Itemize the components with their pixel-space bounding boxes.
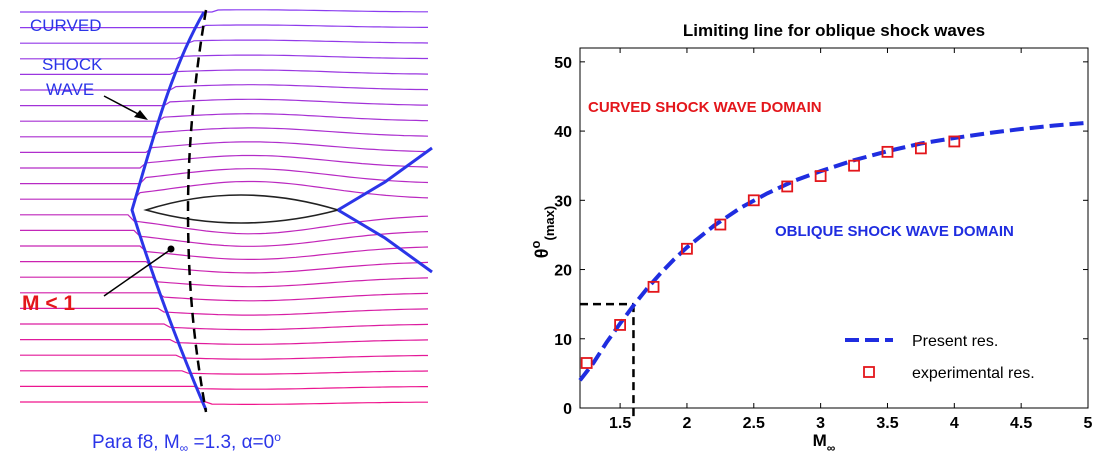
reference-lines bbox=[580, 302, 635, 420]
y-tick-label: 0 bbox=[563, 401, 572, 418]
streamline bbox=[20, 24, 428, 29]
mach-label-pointer bbox=[103, 249, 171, 297]
legend-marker-swatch bbox=[863, 366, 875, 378]
streamline bbox=[20, 180, 429, 200]
shock-label-arrowhead bbox=[134, 110, 148, 120]
legend-label-present: Present res. bbox=[912, 333, 998, 350]
y-tick-label: 10 bbox=[554, 332, 572, 349]
experimental-point bbox=[781, 180, 794, 193]
streamline bbox=[20, 84, 429, 91]
trailing-shock-upper bbox=[337, 146, 433, 212]
experimental-point bbox=[914, 142, 927, 155]
plot-frame bbox=[579, 47, 1089, 409]
airfoil-profile bbox=[143, 194, 341, 224]
experimental-point bbox=[848, 159, 860, 172]
streamline bbox=[20, 245, 429, 260]
curved-domain-label: CURVED SHOCK WAVE DOMAIN bbox=[588, 99, 822, 116]
streamline bbox=[20, 354, 428, 360]
experimental-point bbox=[747, 194, 760, 207]
oblique-domain-label: OBLIQUE SHOCK WAVE DOMAIN bbox=[775, 223, 1014, 240]
streamline bbox=[20, 98, 428, 107]
y-tick-label: 30 bbox=[554, 193, 572, 210]
y-tick-label: 50 bbox=[554, 55, 572, 72]
mach-label: M < 1 bbox=[22, 292, 75, 315]
streamline bbox=[20, 323, 429, 331]
x-tick-label: 5 bbox=[1084, 415, 1093, 432]
streamline bbox=[20, 9, 428, 13]
streamline bbox=[20, 370, 429, 375]
x-axis-label: M∞ bbox=[813, 431, 836, 455]
trailing-shock-lower bbox=[337, 208, 433, 274]
sonic-line bbox=[186, 9, 208, 413]
y-tick-labels: 0 10 20 30 40 50 bbox=[554, 55, 572, 418]
streamline bbox=[20, 307, 429, 316]
experimental-point bbox=[580, 357, 593, 369]
axis-ticks bbox=[580, 48, 1089, 409]
series-experimental-markers bbox=[580, 135, 961, 369]
y-tick-label: 20 bbox=[554, 263, 572, 280]
streamline bbox=[20, 113, 429, 122]
series-present-res-line bbox=[578, 120, 1089, 382]
experimental-point bbox=[814, 170, 827, 182]
shock-label-line1: CURVED bbox=[30, 16, 101, 35]
x-tick-label: 4.5 bbox=[1010, 415, 1032, 432]
streamline bbox=[20, 141, 429, 153]
y-axis-label: θo(max) bbox=[528, 206, 557, 258]
mach-pointer-dot bbox=[167, 245, 175, 253]
streamline bbox=[20, 168, 429, 185]
experimental-point bbox=[647, 280, 660, 293]
x-tick-labels: 1.5 2 2.5 3 3.5 4 4.5 5 bbox=[609, 415, 1093, 432]
legend-label-experimental: experimental res. bbox=[912, 365, 1035, 382]
streamline bbox=[20, 127, 429, 138]
streamline bbox=[20, 54, 428, 60]
streamline bbox=[20, 401, 428, 405]
x-tick-label: 4 bbox=[950, 415, 959, 432]
experimental-point bbox=[948, 135, 961, 148]
streamline bbox=[20, 339, 429, 345]
streamline bbox=[20, 276, 429, 288]
streamline bbox=[20, 261, 429, 274]
experimental-point bbox=[881, 145, 894, 158]
x-tick-label: 3.5 bbox=[876, 415, 898, 432]
curved-shock-wave bbox=[130, 11, 208, 411]
chart-title: Limiting line for oblique shock waves bbox=[683, 21, 985, 40]
x-tick-label: 1.5 bbox=[609, 415, 631, 432]
shock-label-line3: WAVE bbox=[46, 80, 94, 99]
experimental-point bbox=[714, 218, 727, 231]
left-caption: Para f8, M∞ =1.3, α=0o bbox=[92, 430, 281, 455]
experimental-point bbox=[681, 242, 693, 255]
experimental-point bbox=[614, 319, 627, 331]
x-tick-label: 2 bbox=[682, 415, 691, 432]
streamline bbox=[20, 385, 428, 390]
streamline bbox=[20, 154, 429, 169]
x-tick-label: 3 bbox=[816, 415, 825, 432]
streamline bbox=[20, 292, 429, 302]
streamline bbox=[20, 229, 429, 247]
streamline bbox=[20, 39, 429, 44]
x-tick-label: 2.5 bbox=[743, 415, 765, 432]
shock-label-arrow bbox=[103, 95, 143, 117]
shock-label-line2: SHOCK bbox=[42, 55, 103, 74]
y-tick-label: 40 bbox=[554, 124, 572, 141]
streamline bbox=[20, 69, 429, 75]
